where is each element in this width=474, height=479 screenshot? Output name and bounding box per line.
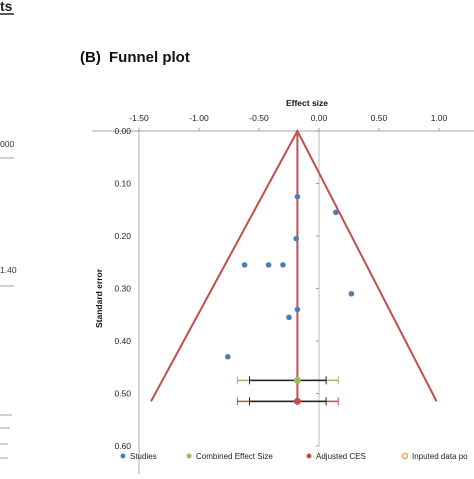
study-point xyxy=(348,290,355,297)
legend-marker xyxy=(401,452,409,460)
x-axis-label: Effect size xyxy=(286,98,328,108)
x-tick-label: -1.00 xyxy=(189,113,209,123)
y-tick-label: 0.10 xyxy=(114,179,131,189)
panel-title-prefix: (B) xyxy=(80,49,101,66)
combined-effect-size-point xyxy=(293,376,301,384)
study-point xyxy=(265,262,272,268)
study-point xyxy=(241,262,248,268)
x-tick-label: 1.00 xyxy=(431,113,448,123)
x-tick-label: 0.50 xyxy=(371,113,388,123)
y-tick-label: 0.00 xyxy=(114,126,131,136)
funnel-chart: -1.50 -1.00 -0.50 0.00 0.50 1.00 Effect size 0.… xyxy=(92,98,474,474)
study-point xyxy=(286,314,292,321)
svg-text:(B) Funnel plot: (B) Funnel plot xyxy=(80,49,190,66)
left-panel: ts 000 1.40 xyxy=(0,0,17,459)
legend-label: Adjusted CES xyxy=(316,452,366,461)
y-axis-label: Standard error xyxy=(94,268,104,328)
study-point xyxy=(294,306,301,313)
legend-label: Inputed data po xyxy=(412,452,468,461)
left-panel-title-fragment: ts xyxy=(0,0,13,14)
legend-label: Studies xyxy=(130,452,157,461)
y-tick-label: 0.20 xyxy=(114,231,131,241)
study-point xyxy=(333,209,339,216)
y-tick-label: 0.40 xyxy=(114,336,131,346)
legend-marker xyxy=(186,453,192,459)
study-point xyxy=(294,193,301,200)
y-tick-label: 0.50 xyxy=(114,389,131,399)
panel-title-text: Funnel plot xyxy=(109,49,190,66)
legend-label: Combined Effect Size xyxy=(196,452,273,461)
y-tick-label: 0.30 xyxy=(114,284,131,294)
panel-title: (B) Funnel plot xyxy=(80,49,190,66)
x-tick-label: 0.00 xyxy=(311,113,328,123)
left-panel-value-mid: 1.40 xyxy=(0,265,17,275)
study-point xyxy=(293,235,300,242)
x-tick-label: -1.50 xyxy=(129,113,149,123)
x-tick-label: -0.50 xyxy=(249,113,269,123)
study-point xyxy=(280,262,286,268)
study-point xyxy=(225,353,231,360)
left-panel-value-top: 000 xyxy=(0,139,14,149)
legend-marker xyxy=(306,453,312,459)
legend-marker xyxy=(120,453,126,459)
funnel-line xyxy=(150,128,438,402)
y-tick-label: 0.60 xyxy=(114,441,131,451)
adjusted-ces-point xyxy=(293,397,301,405)
